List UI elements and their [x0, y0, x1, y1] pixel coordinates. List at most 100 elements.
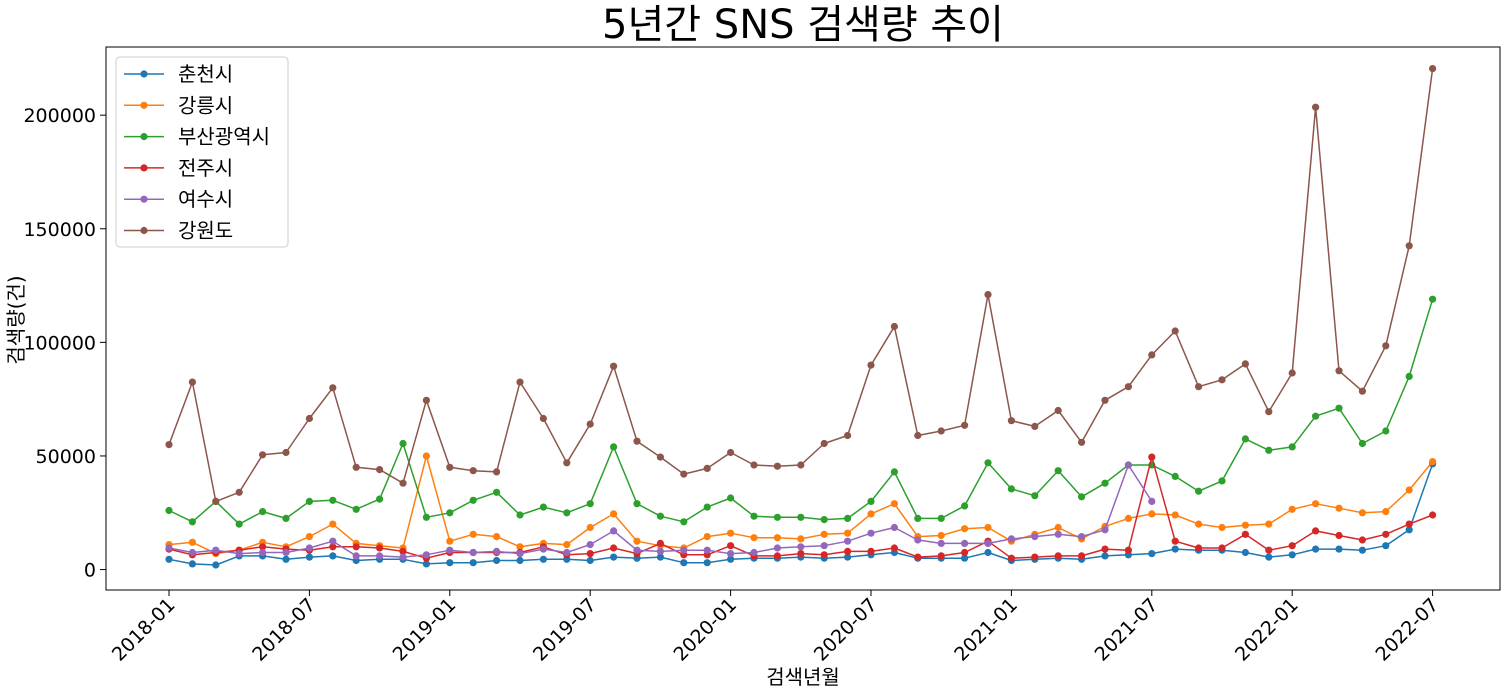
data-point — [259, 508, 267, 516]
data-point — [890, 523, 899, 532]
data-point — [539, 414, 548, 423]
data-point — [422, 513, 430, 521]
data-point — [1265, 446, 1273, 454]
data-point — [1007, 535, 1016, 543]
data-point — [1288, 505, 1296, 513]
data-point — [165, 441, 173, 449]
y-axis-label: 검색량(건) — [4, 275, 28, 364]
data-point — [188, 378, 196, 386]
data-point — [1358, 509, 1366, 517]
legend-label: 강원도 — [178, 219, 233, 243]
data-point — [1101, 396, 1109, 404]
x-tick-label: 2018-01 — [108, 594, 180, 666]
data-point — [1382, 427, 1390, 435]
data-point — [1405, 486, 1413, 494]
series-layer — [165, 65, 1437, 569]
data-point — [1335, 504, 1343, 512]
data-point — [422, 551, 430, 559]
data-point — [773, 552, 782, 560]
data-point — [703, 559, 711, 567]
y-tick-label: 50000 — [36, 446, 96, 468]
legend-item: 여수시 — [124, 187, 233, 211]
data-point — [680, 546, 688, 554]
data-point — [820, 542, 828, 550]
data-point — [1171, 327, 1179, 335]
data-point — [844, 529, 852, 537]
data-point — [1031, 533, 1039, 541]
x-tick-label: 2021-01 — [950, 594, 1022, 666]
data-point — [1312, 412, 1320, 420]
data-point — [727, 542, 735, 550]
x-tick-label: 2022-07 — [1371, 594, 1443, 666]
data-point — [422, 452, 430, 460]
data-point — [1195, 544, 1203, 552]
data-point — [1078, 438, 1086, 446]
data-point — [1054, 530, 1062, 538]
data-point — [1148, 510, 1156, 518]
data-point — [1218, 544, 1226, 552]
data-point — [890, 322, 899, 331]
x-axis-label: 검색년월 — [766, 665, 840, 689]
data-point — [680, 518, 688, 526]
legend-item: 부산광역시 — [124, 125, 270, 149]
data-point — [469, 496, 477, 504]
x-tick-label: 2020-07 — [810, 594, 882, 666]
legend-marker — [140, 133, 148, 141]
x-tick-label: 2022-01 — [1231, 594, 1303, 666]
data-point — [469, 559, 477, 567]
y-axis: 0 50000 100000 150000 200000 — [23, 105, 106, 582]
data-point — [469, 548, 477, 557]
data-point — [469, 530, 477, 538]
data-point — [235, 550, 243, 558]
data-point — [1288, 443, 1296, 451]
data-point — [1101, 526, 1109, 534]
data-point — [1054, 523, 1062, 532]
data-point — [493, 468, 501, 476]
data-point — [984, 523, 992, 532]
data-point — [259, 451, 267, 459]
data-point — [563, 459, 571, 467]
data-point — [727, 555, 735, 563]
data-point — [329, 520, 337, 528]
data-point — [1148, 550, 1156, 558]
data-point — [165, 506, 173, 515]
data-point — [633, 437, 641, 445]
data-point — [820, 530, 828, 538]
data-point — [914, 514, 922, 523]
data-point — [820, 551, 828, 559]
data-point — [727, 550, 735, 558]
data-point — [376, 466, 384, 474]
data-point — [586, 523, 594, 532]
data-point — [1241, 530, 1249, 538]
data-point — [235, 520, 243, 528]
data-point — [797, 543, 805, 551]
data-point — [1405, 242, 1413, 250]
data-point — [610, 527, 618, 535]
data-point — [352, 552, 360, 560]
data-point — [773, 544, 782, 552]
data-point — [165, 544, 173, 552]
data-point — [352, 543, 360, 551]
data-point — [984, 291, 992, 299]
data-point — [1405, 372, 1413, 380]
data-point — [610, 553, 618, 561]
data-point — [1078, 533, 1086, 541]
data-point — [1382, 342, 1390, 350]
data-point — [1101, 479, 1109, 487]
x-tick-label: 2020-01 — [669, 594, 741, 666]
data-point — [259, 543, 267, 551]
data-point — [1124, 383, 1132, 391]
data-point — [1218, 376, 1226, 384]
data-point — [1312, 545, 1320, 553]
data-point — [1335, 545, 1343, 553]
data-point — [867, 547, 875, 556]
data-point — [282, 514, 290, 523]
data-point — [1007, 417, 1016, 425]
data-point — [1405, 520, 1413, 528]
data-point — [1054, 406, 1062, 415]
data-point — [867, 529, 875, 537]
data-point — [329, 552, 337, 560]
data-point — [1429, 65, 1437, 73]
legend-item: 강릉시 — [124, 93, 233, 117]
data-point — [1078, 552, 1086, 560]
